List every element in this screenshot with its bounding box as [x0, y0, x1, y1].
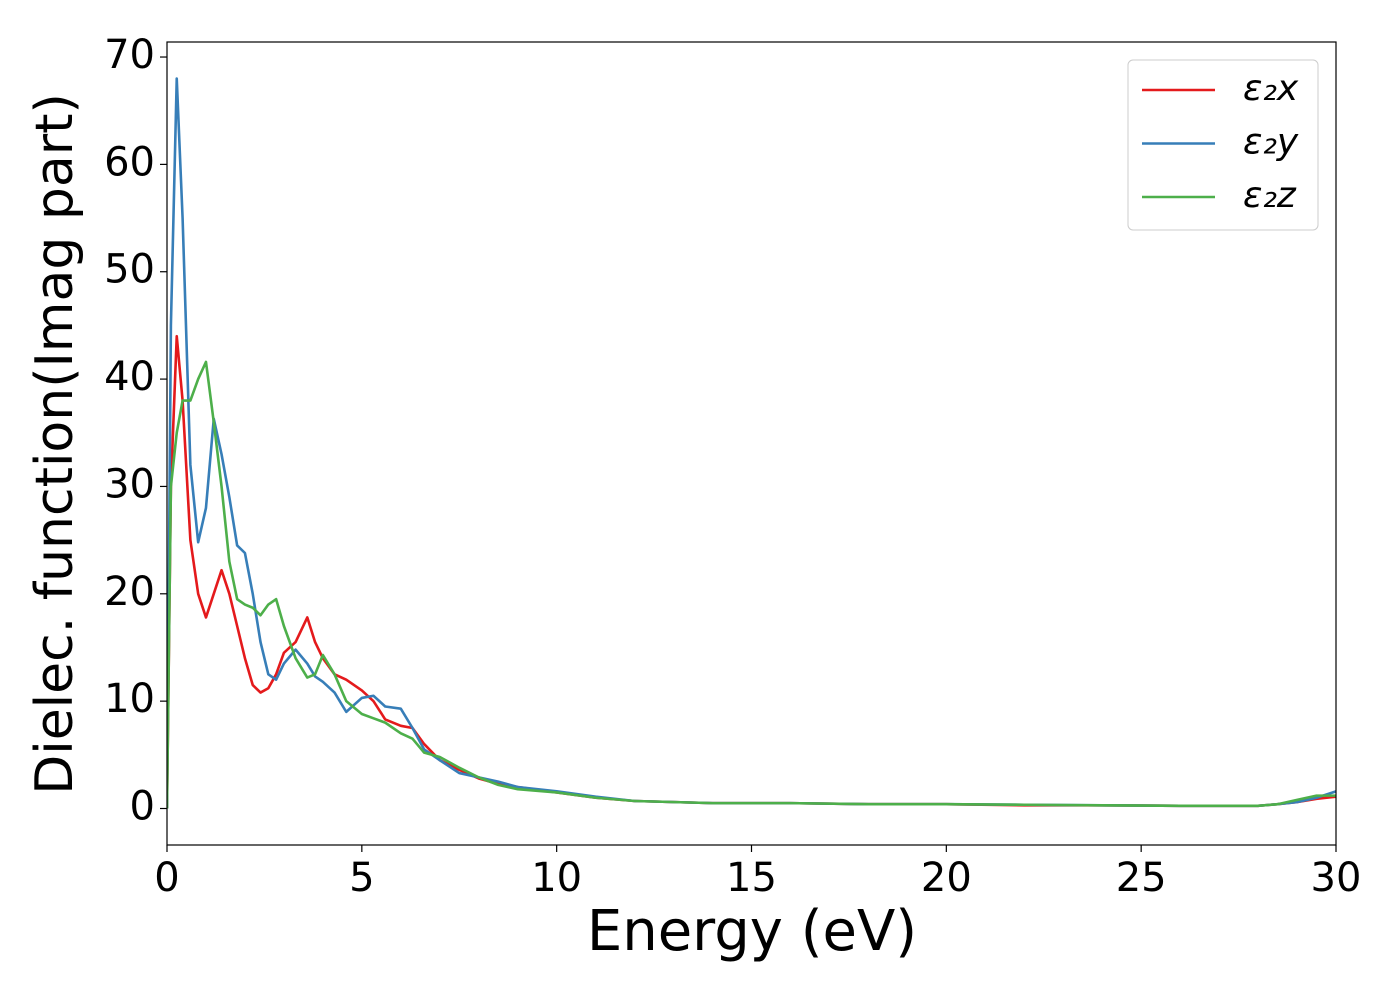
- y-axis-label: Dielec. function(Imag part): [25, 93, 85, 795]
- x-tick-label: 20: [921, 855, 972, 901]
- x-tick-label: 15: [726, 855, 777, 901]
- x-tick-label: 30: [1311, 855, 1362, 901]
- x-axis-label: Energy (eV): [587, 899, 917, 964]
- y-tick-label: 10: [104, 676, 155, 722]
- x-tick-label: 25: [1116, 855, 1167, 901]
- x-tick-label: 10: [531, 855, 582, 901]
- data-line: [167, 334, 1336, 809]
- y-tick-label: 60: [104, 139, 155, 185]
- x-tick-label: 5: [349, 855, 374, 901]
- legend-label: ε₂x: [1243, 68, 1299, 109]
- y-tick-label: 40: [104, 354, 155, 400]
- y-tick-label: 20: [104, 569, 155, 615]
- y-tick-label: 50: [104, 247, 155, 293]
- y-tick-label: 70: [104, 32, 155, 78]
- y-tick-label: 0: [130, 784, 155, 830]
- plot-frame: [166, 41, 1337, 846]
- y-tick-label: 30: [104, 461, 155, 507]
- x-tick-label: 0: [154, 855, 179, 901]
- legend-label: ε₂y: [1243, 122, 1299, 163]
- legend-box: [1127, 59, 1319, 231]
- legend-label: ε₂z: [1243, 175, 1297, 216]
- data-line: [167, 360, 1336, 809]
